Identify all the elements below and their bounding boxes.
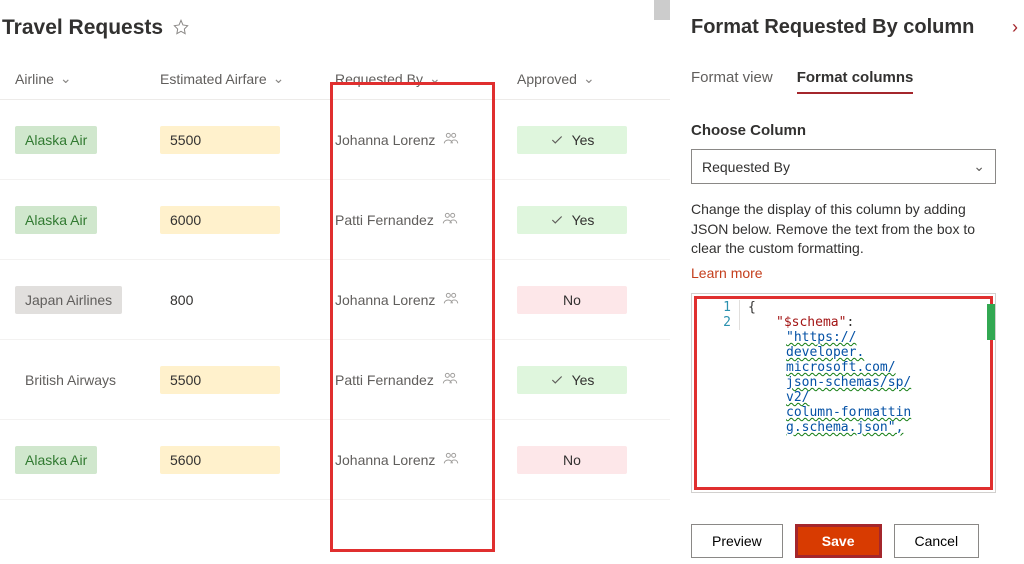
check-icon xyxy=(550,373,564,387)
col-approved-header[interactable]: Approved ⌄ xyxy=(502,70,642,87)
col-airfare-label: Estimated Airfare xyxy=(160,71,267,87)
airfare-cell: 6000 xyxy=(160,206,280,234)
table-row[interactable]: Alaska Air 6000 Patti Fernandez Yes xyxy=(0,180,670,260)
chevron-down-icon: ⌄ xyxy=(273,70,285,87)
code-brace: { xyxy=(748,300,756,315)
airfare-cell: 5600 xyxy=(160,446,280,474)
col-airline-label: Airline xyxy=(15,71,54,87)
col-airline-header[interactable]: Airline ⌄ xyxy=(0,70,160,87)
table-header: Airline ⌄ Estimated Airfare ⌄ Requested … xyxy=(0,70,670,100)
table-row[interactable]: Alaska Air 5500 Johanna Lorenz Yes xyxy=(0,100,670,180)
requested-by-cell: Johanna Lorenz xyxy=(335,131,459,148)
table-row[interactable]: Japan Airlines 800 Johanna Lorenz No xyxy=(0,260,670,340)
main-list-area: Travel Requests Airline ⌄ Estimated Airf… xyxy=(0,0,670,564)
chevron-down-icon: ⌄ xyxy=(60,70,72,87)
panel-tabs: Format view Format columns xyxy=(691,69,1018,94)
panel-buttons: Preview Save Cancel xyxy=(691,524,979,558)
panel-title: Format Requested By column xyxy=(691,16,974,39)
choose-column-label: Choose Column xyxy=(691,122,1018,139)
approved-value: No xyxy=(563,292,581,308)
line-number: 1 xyxy=(700,300,731,315)
col-requested-header[interactable]: Requested By ⌄ xyxy=(320,70,502,87)
airline-cell: Alaska Air xyxy=(15,126,97,154)
dropdown-value: Requested By xyxy=(702,159,790,175)
approved-cell: Yes xyxy=(517,126,627,154)
requested-by-cell: Patti Fernandez xyxy=(335,211,458,228)
json-url: v2/ xyxy=(786,390,809,405)
approved-cell: No xyxy=(517,286,627,314)
save-button[interactable]: Save xyxy=(795,524,882,558)
people-icon xyxy=(443,451,459,468)
panel-header: Format Requested By column › xyxy=(691,16,1018,39)
col-approved-label: Approved xyxy=(517,71,577,87)
choose-column-dropdown[interactable]: Requested By ⌄ xyxy=(691,149,996,184)
page-header: Travel Requests xyxy=(0,0,670,70)
requested-by-cell: Patti Fernandez xyxy=(335,371,458,388)
airfare-cell: 5500 xyxy=(160,126,280,154)
tab-format-columns[interactable]: Format columns xyxy=(797,69,914,94)
json-key: "$schema" xyxy=(776,315,846,330)
requested-by-cell: Johanna Lorenz xyxy=(335,291,459,308)
close-chevron-icon[interactable]: › xyxy=(1012,17,1018,38)
check-icon xyxy=(550,133,564,147)
learn-more-link[interactable]: Learn more xyxy=(691,265,763,281)
approved-cell: Yes xyxy=(517,366,627,394)
requested-by-cell: Johanna Lorenz xyxy=(335,451,459,468)
line-gutter: 1 2 xyxy=(700,300,740,330)
people-icon xyxy=(443,131,459,148)
check-icon xyxy=(550,213,564,227)
airline-cell: Japan Airlines xyxy=(15,286,122,314)
json-url: "https:// xyxy=(786,330,856,345)
approved-value: Yes xyxy=(572,212,595,228)
approved-value: Yes xyxy=(572,372,595,388)
json-url: json-schemas/sp/ xyxy=(786,375,911,390)
help-text: Change the display of this column by add… xyxy=(691,200,1001,259)
tab-format-view[interactable]: Format view xyxy=(691,69,773,94)
table-body: Alaska Air5500Johanna LorenzYesAlaska Ai… xyxy=(0,100,670,500)
people-icon xyxy=(443,291,459,308)
col-requested-label: Requested By xyxy=(335,71,423,87)
travel-table: Airline ⌄ Estimated Airfare ⌄ Requested … xyxy=(0,70,670,500)
scrollbar[interactable] xyxy=(654,0,670,20)
json-url: microsoft.com/ xyxy=(786,360,896,375)
editor-scrollbar[interactable] xyxy=(987,304,995,340)
format-panel: Format Requested By column › Format view… xyxy=(670,0,1024,564)
table-row[interactable]: Alaska Air 5600 Johanna Lorenz No xyxy=(0,420,670,500)
page-title: Travel Requests xyxy=(2,16,163,40)
people-icon xyxy=(442,371,458,388)
chevron-down-icon: ⌄ xyxy=(429,70,441,87)
approved-value: No xyxy=(563,452,581,468)
approved-cell: No xyxy=(517,446,627,474)
col-airfare-header[interactable]: Estimated Airfare ⌄ xyxy=(160,70,320,87)
colon: : xyxy=(846,315,854,330)
code-text: { "$schema": "https:// developer. micros… xyxy=(748,300,911,435)
json-editor[interactable]: 1 2 { "$schema": "https:// developer. mi… xyxy=(691,293,996,493)
airfare-cell: 5500 xyxy=(160,366,280,394)
approved-cell: Yes xyxy=(517,206,627,234)
json-url: g.schema.json", xyxy=(786,420,903,435)
line-number: 2 xyxy=(700,315,731,330)
table-row[interactable]: British Airways 5500 Patti Fernandez Yes xyxy=(0,340,670,420)
cancel-button[interactable]: Cancel xyxy=(894,524,980,558)
chevron-down-icon: ⌄ xyxy=(583,70,595,87)
json-url: developer. xyxy=(786,345,864,360)
airline-cell: Alaska Air xyxy=(15,446,97,474)
people-icon xyxy=(442,211,458,228)
airline-cell: British Airways xyxy=(15,366,126,394)
favorite-star-icon[interactable] xyxy=(173,19,189,38)
airfare-cell: 800 xyxy=(160,286,280,314)
preview-button[interactable]: Preview xyxy=(691,524,783,558)
chevron-down-icon: ⌄ xyxy=(973,158,985,175)
json-url: column-formattin xyxy=(786,405,911,420)
airline-cell: Alaska Air xyxy=(15,206,97,234)
approved-value: Yes xyxy=(572,132,595,148)
